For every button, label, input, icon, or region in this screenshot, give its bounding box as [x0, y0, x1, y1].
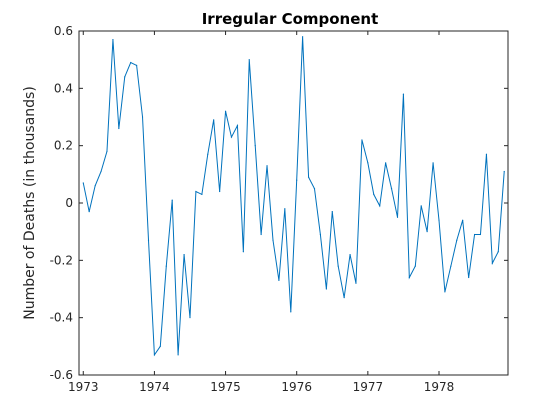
data-point: [479, 233, 482, 236]
x-tick-label: 1974: [139, 380, 170, 394]
data-point: [485, 153, 488, 155]
y-tick-label: -0.2: [50, 253, 73, 267]
data-point: [361, 139, 363, 141]
data-point: [189, 317, 191, 319]
data-point: [106, 150, 108, 152]
x-tick-label: 1973: [68, 380, 99, 394]
data-point: [254, 145, 256, 147]
data-point: [402, 93, 405, 95]
data-point: [118, 127, 120, 130]
data-point: [302, 36, 304, 38]
data-point: [171, 199, 173, 201]
x-tick-label: 1976: [281, 380, 312, 394]
data-point: [385, 162, 387, 164]
data-point: [438, 219, 440, 221]
chart-title: Irregular Component: [202, 10, 379, 28]
y-tick-label: -0.4: [50, 311, 73, 325]
data-point: [349, 254, 351, 256]
data-point: [456, 239, 458, 241]
data-point: [219, 190, 221, 193]
data-point: [331, 211, 333, 213]
data-point: [230, 136, 233, 138]
data-point: [147, 239, 150, 241]
data-point: [82, 182, 84, 184]
plot-area: [79, 31, 508, 375]
y-tick-label: 0: [65, 196, 73, 210]
data-point: [319, 233, 321, 236]
y-tick-label: 0.6: [54, 24, 73, 38]
y-tick-label: 0.2: [54, 139, 73, 153]
data-point: [414, 265, 416, 267]
data-point: [462, 219, 464, 221]
data-point: [473, 233, 476, 236]
data-point: [159, 345, 161, 347]
data-point: [426, 231, 428, 233]
data-point: [503, 170, 505, 173]
y-axis-label: Number of Deaths (in thousands): [22, 86, 38, 320]
data-point: [497, 251, 499, 253]
data-point: [112, 39, 114, 41]
data-point: [343, 297, 345, 299]
data-point: [367, 162, 369, 164]
data-point: [177, 354, 179, 356]
data-point: [183, 254, 185, 256]
data-point: [432, 162, 434, 164]
data-point: [88, 211, 90, 213]
x-tick-label: 1977: [353, 380, 384, 394]
data-point: [153, 354, 156, 356]
data-point: [290, 311, 292, 313]
data-point: [130, 61, 132, 64]
data-point: [201, 193, 203, 195]
data-point: [491, 262, 493, 264]
y-tick-label: 0.4: [54, 81, 73, 95]
data-point: [141, 116, 144, 118]
data-point: [165, 265, 167, 267]
data-point: [408, 276, 410, 279]
data-point: [390, 188, 393, 190]
data-point: [224, 110, 227, 112]
data-point: [236, 125, 239, 127]
x-axis-ticks: 1973 1974 1975 1976 1977 1978: [68, 31, 454, 394]
data-point: [136, 64, 138, 66]
data-point: [450, 265, 452, 267]
data-point: [266, 165, 268, 167]
data-point: [468, 276, 470, 279]
x-tick-label: 1978: [424, 380, 455, 394]
data-point: [94, 185, 96, 187]
data-point: [100, 170, 102, 173]
axes-box: [78, 30, 509, 376]
x-tick-label: 1975: [210, 380, 241, 394]
data-point: [278, 279, 280, 281]
series-line: [82, 36, 505, 357]
data-point: [207, 153, 209, 155]
data-point: [444, 291, 446, 293]
y-tick-label: -0.6: [50, 368, 73, 382]
data-point: [242, 251, 244, 253]
data-point: [337, 265, 339, 267]
data-point: [325, 288, 327, 290]
data-point: [213, 119, 215, 121]
data-point: [248, 59, 250, 61]
data-point: [373, 193, 375, 195]
data-point: [396, 216, 399, 218]
data-point: [420, 205, 422, 207]
data-point: [296, 179, 298, 181]
data-point: [272, 239, 274, 241]
data-point: [307, 176, 310, 178]
data-points: [82, 36, 505, 356]
data-point: [284, 208, 286, 210]
data-point: [195, 190, 197, 193]
data-point: [124, 76, 126, 78]
y-axis-ticks: -0.6 -0.4 -0.2 0 0.2 0.4 0.6: [50, 24, 508, 382]
data-point: [313, 188, 316, 190]
data-point: [379, 205, 381, 207]
data-point: [260, 233, 262, 236]
data-point: [355, 282, 357, 284]
